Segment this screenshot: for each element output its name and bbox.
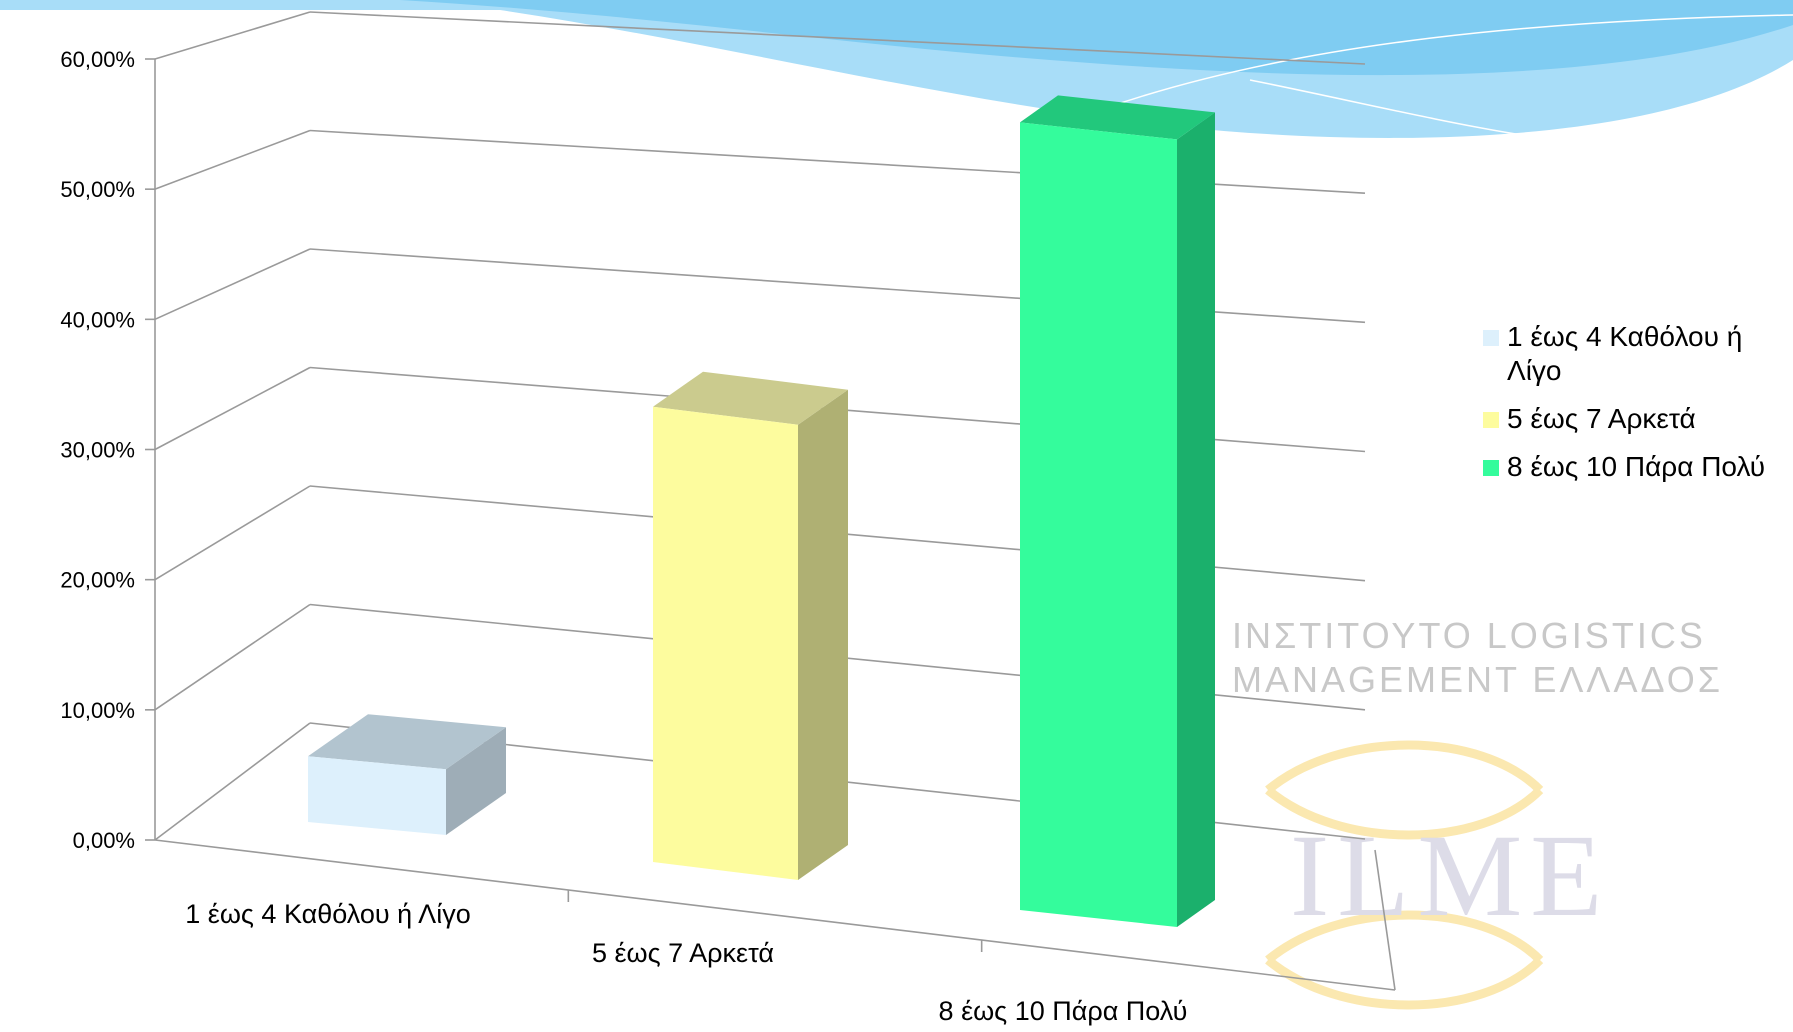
- legend-swatch-1: [1483, 330, 1499, 346]
- bar-top-face: [1020, 95, 1215, 140]
- bars: [308, 95, 1215, 927]
- x-axis-labels: 1 έως 4 Καθόλου ή Λίγο 5 έως 7 Αρκετά 8 έω…: [185, 899, 1187, 1026]
- floor-right-edge: [1374, 849, 1396, 991]
- legend-swatch-2: [1483, 412, 1499, 428]
- bar-side-face: [798, 389, 848, 880]
- legend-label-1: 1 έως 4 Καθόλου ή Λίγο: [1507, 321, 1743, 386]
- legend: 1 έως 4 Καθόλου ή Λίγο 5 έως 7 Αρκετά 8 …: [1483, 320, 1783, 498]
- bar-3: [1020, 95, 1215, 927]
- left-wall-gridline: [154, 129, 311, 190]
- legend-item-3: 8 έως 10 Πάρα Πολύ: [1483, 450, 1783, 484]
- y-tick-label: 0,00%: [73, 828, 135, 853]
- legend-item-2: 5 έως 7 Αρκετά: [1483, 402, 1783, 436]
- y-tick-label: 20,00%: [60, 568, 135, 593]
- x-tick-label: 5 έως 7 Αρκετά: [592, 938, 774, 968]
- bar-front-face: [1020, 122, 1177, 927]
- bar-1: [308, 714, 506, 835]
- watermark-line-1: ΙΝΣΤΙΤΟΥΤΟ LOGISTICS: [1232, 615, 1706, 656]
- y-tick-label: 40,00%: [60, 307, 135, 332]
- back-wall-gridline: [309, 11, 1366, 65]
- left-wall-gridline: [154, 722, 311, 841]
- ilme-logo: ILME: [1265, 740, 1610, 1010]
- bar-top-face: [653, 371, 848, 425]
- left-wall-gridline: [154, 11, 311, 60]
- left-wall-gridline: [154, 485, 311, 581]
- legend-swatch-3: [1483, 460, 1499, 476]
- bar-front-face: [308, 756, 446, 835]
- x-tick-label: 8 έως 10 Πάρα Πολύ: [939, 996, 1188, 1026]
- left-wall-gridline: [154, 248, 311, 321]
- left-wall-gridline: [154, 366, 311, 451]
- bar-side-face: [446, 727, 506, 835]
- y-tick-label: 30,00%: [60, 438, 135, 463]
- y-tick-label: 10,00%: [60, 698, 135, 723]
- ilme-logo-text: ILME: [1290, 810, 1610, 941]
- legend-label-3: 8 έως 10 Πάρα Πολύ: [1507, 451, 1766, 482]
- left-wall-gridline: [154, 603, 311, 711]
- y-tick-label: 60,00%: [60, 47, 135, 72]
- watermark-line-2: MANAGEMENT ΕΛΛΑΔΟΣ: [1232, 659, 1724, 700]
- y-tick-label: 50,00%: [60, 177, 135, 202]
- y-axis-ticks: 0,00% 10,00% 20,00% 30,00% 40,00% 50,00% 60,00…: [60, 47, 135, 853]
- bar-side-face: [1177, 112, 1215, 927]
- legend-item-1: 1 έως 4 Καθόλου ή Λίγο: [1483, 320, 1783, 388]
- bar-top-face: [308, 714, 506, 770]
- legend-label-2: 5 έως 7 Αρκετά: [1507, 403, 1696, 434]
- bar-front-face: [653, 406, 798, 880]
- watermark-text: ΙΝΣΤΙΤΟΥΤΟ LOGISTICS MANAGEMENT ΕΛΛΑΔΟΣ: [1232, 614, 1723, 702]
- x-axis-line: [154, 839, 1396, 991]
- x-tick-label: 1 έως 4 Καθόλου ή Λίγο: [185, 899, 470, 929]
- background-wave-decoration: [0, 0, 1793, 147]
- bar-2: [653, 371, 848, 880]
